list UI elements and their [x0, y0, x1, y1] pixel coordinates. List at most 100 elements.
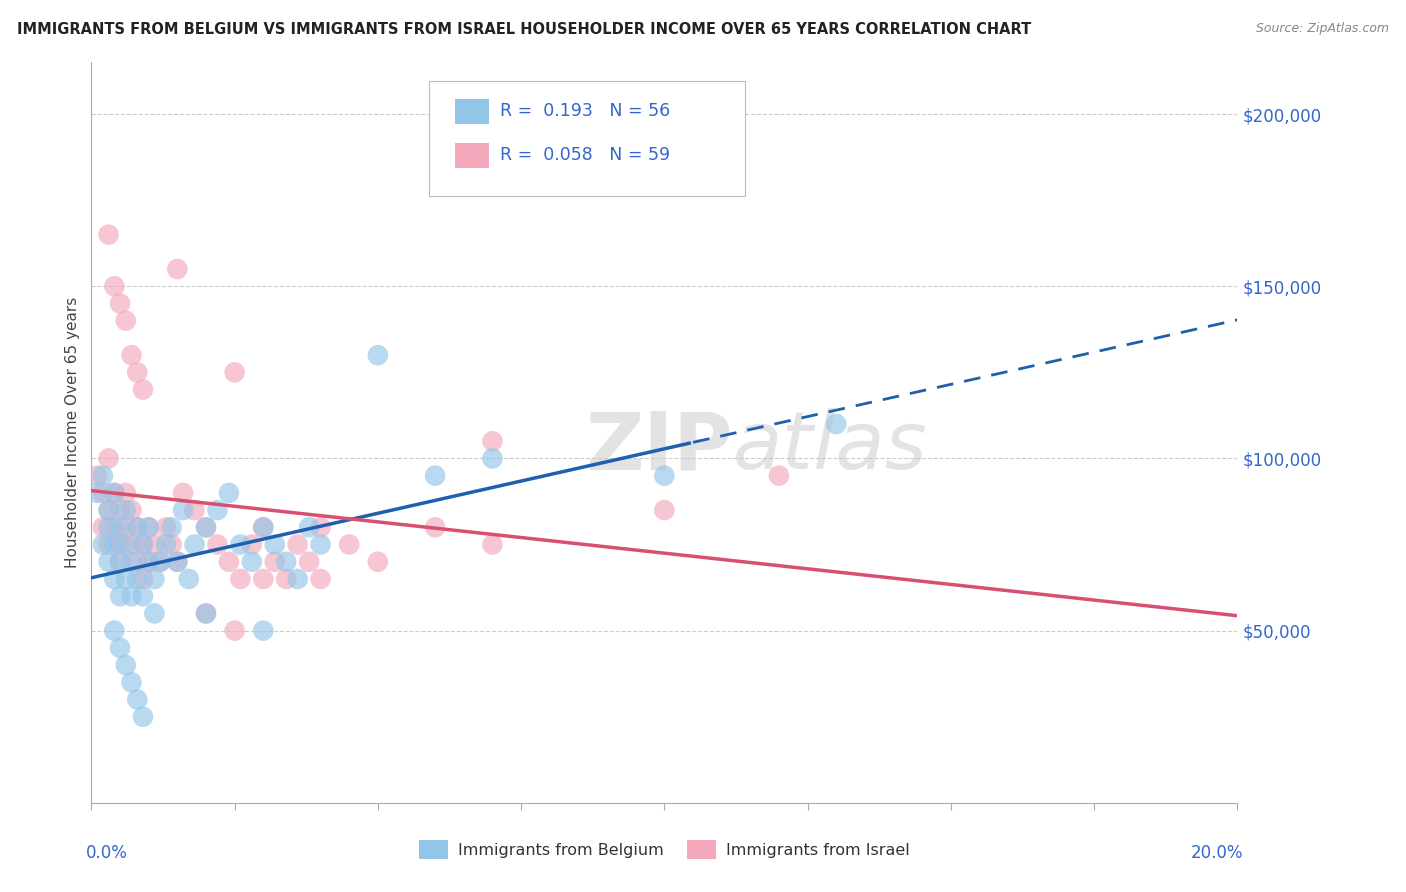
Text: 0.0%: 0.0% [86, 844, 128, 862]
Point [132, 537, 155, 551]
Point [252, 520, 274, 534]
Point [224, 365, 246, 379]
Point [276, 572, 298, 586]
Point [287, 572, 309, 586]
Point [172, 486, 194, 500]
Point [138, 520, 160, 534]
Point [97, 555, 120, 569]
Point [91, 537, 114, 551]
Point [183, 537, 205, 551]
Point [263, 537, 285, 551]
Text: 20.0%: 20.0% [1191, 844, 1243, 862]
Point [103, 279, 125, 293]
Point [121, 348, 143, 362]
Point [91, 486, 114, 500]
Point [287, 537, 309, 551]
FancyBboxPatch shape [429, 81, 745, 195]
Y-axis label: Householder Income Over 65 years: Householder Income Over 65 years [65, 297, 80, 568]
Point [252, 520, 274, 534]
FancyBboxPatch shape [454, 143, 489, 169]
Point [132, 589, 155, 603]
Point [114, 503, 136, 517]
Point [138, 555, 160, 569]
Point [127, 520, 149, 534]
Point [337, 537, 360, 551]
Point [143, 572, 166, 586]
Point [207, 537, 229, 551]
Point [240, 537, 263, 551]
Point [103, 624, 125, 638]
Text: R =  0.193   N = 56: R = 0.193 N = 56 [501, 102, 671, 120]
Point [194, 520, 217, 534]
Point [108, 640, 131, 655]
Text: Source: ZipAtlas.com: Source: ZipAtlas.com [1256, 22, 1389, 36]
Point [481, 434, 503, 449]
Point [298, 520, 321, 534]
Point [207, 503, 229, 517]
Point [97, 520, 120, 534]
Point [103, 572, 125, 586]
Point [194, 607, 217, 621]
Point [652, 503, 675, 517]
Point [108, 520, 131, 534]
Point [97, 503, 120, 517]
Text: IMMIGRANTS FROM BELGIUM VS IMMIGRANTS FROM ISRAEL HOUSEHOLDER INCOME OVER 65 YEA: IMMIGRANTS FROM BELGIUM VS IMMIGRANTS FR… [17, 22, 1031, 37]
Point [108, 589, 131, 603]
Point [86, 468, 108, 483]
Point [155, 537, 177, 551]
Text: atlas: atlas [733, 409, 928, 486]
FancyBboxPatch shape [454, 99, 489, 124]
Point [652, 468, 675, 483]
Point [423, 468, 446, 483]
Point [114, 314, 136, 328]
Point [114, 486, 136, 500]
Point [252, 572, 274, 586]
Point [108, 503, 131, 517]
Point [172, 503, 194, 517]
Point [240, 555, 263, 569]
Point [166, 555, 188, 569]
Point [97, 503, 120, 517]
Point [97, 451, 120, 466]
Point [103, 486, 125, 500]
Point [97, 537, 120, 551]
Point [218, 486, 240, 500]
Point [127, 365, 149, 379]
Point [149, 555, 172, 569]
Point [121, 589, 143, 603]
Point [132, 537, 155, 551]
Point [114, 537, 136, 551]
Point [138, 520, 160, 534]
Point [127, 520, 149, 534]
Point [127, 555, 149, 569]
Point [103, 537, 125, 551]
Point [252, 624, 274, 638]
Point [121, 503, 143, 517]
Point [138, 555, 160, 569]
Point [132, 709, 155, 723]
Point [97, 227, 120, 242]
Point [108, 555, 131, 569]
Point [103, 520, 125, 534]
Point [114, 520, 136, 534]
Point [86, 486, 108, 500]
Point [108, 555, 131, 569]
Point [114, 572, 136, 586]
Point [149, 555, 172, 569]
Point [309, 572, 332, 586]
Point [143, 607, 166, 621]
Point [132, 572, 155, 586]
Point [166, 262, 188, 277]
Point [166, 555, 188, 569]
Point [160, 537, 183, 551]
Point [825, 417, 848, 431]
Point [121, 537, 143, 551]
Point [177, 572, 200, 586]
Point [481, 537, 503, 551]
Point [263, 555, 285, 569]
Point [218, 555, 240, 569]
Point [298, 555, 321, 569]
Point [481, 451, 503, 466]
Legend: Immigrants from Belgium, Immigrants from Israel: Immigrants from Belgium, Immigrants from… [413, 834, 915, 865]
Point [127, 572, 149, 586]
